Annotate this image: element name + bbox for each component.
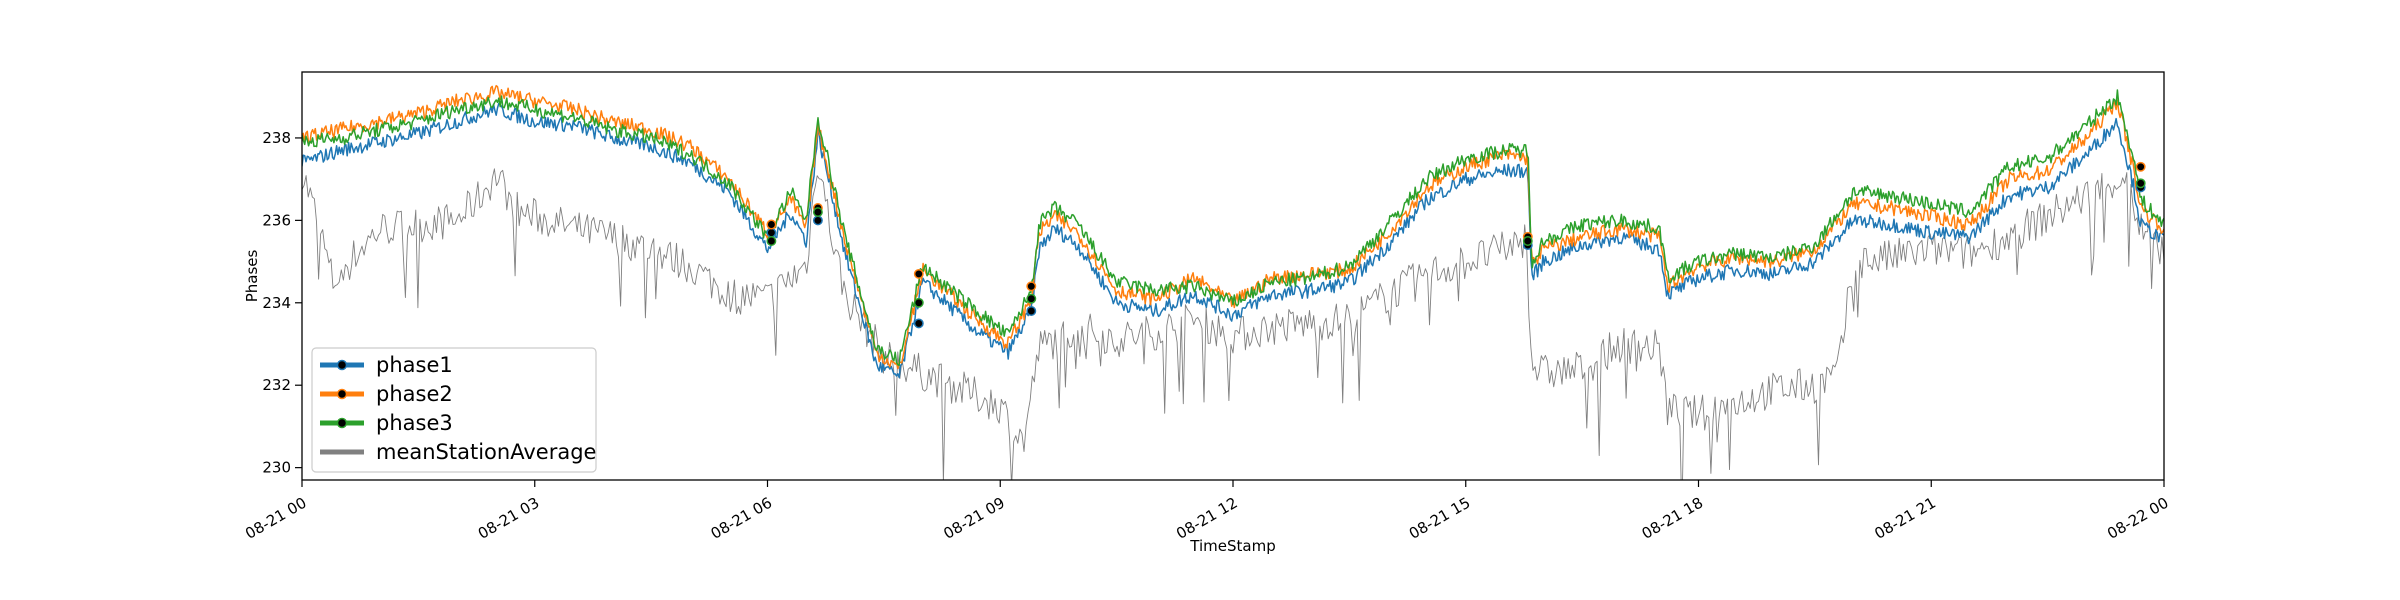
legend-label-phase2: phase2 [376, 382, 453, 406]
series-line-phase2 [302, 84, 2164, 370]
legend-marker-phase1 [336, 359, 348, 371]
legend-label-meanStationAverage: meanStationAverage [376, 440, 596, 464]
x-tick-label: 08-21 15 [1406, 494, 1473, 543]
marker-point-phase2 [1026, 281, 1037, 292]
marker-point-phase2 [913, 268, 924, 279]
x-tick-label: 08-22 00 [2104, 494, 2171, 543]
x-tick-label: 08-21 00 [242, 494, 309, 543]
marker-point-phase3 [1026, 293, 1037, 304]
x-tick-label: 08-21 06 [708, 494, 775, 543]
legend-label-phase1: phase1 [376, 353, 453, 377]
y-tick-label: 230 [262, 459, 291, 477]
x-axis: 08-21 00 08-21 03 08-21 06 08-21 09 08-21 12… [242, 480, 2172, 543]
legend-marker-phase2 [336, 388, 348, 400]
marker-point-phase3 [766, 236, 777, 246]
legend-box [311, 347, 597, 473]
x-tick-label: 08-21 03 [475, 494, 542, 543]
marker-point-phase1 [1026, 306, 1037, 316]
x-tick-label: 08-21 18 [1639, 494, 1706, 543]
x-tick-label: 08-21 21 [1871, 494, 1938, 543]
marker-point-phase3 [812, 207, 823, 218]
marker-point-phase1 [913, 318, 924, 329]
y-tick-label: 232 [262, 376, 291, 394]
series-line-phase3 [302, 89, 2164, 367]
x-tick-label: 08-21 12 [1173, 494, 1240, 543]
marker-point-phase3 [1522, 236, 1533, 246]
x-axis-title: TimeStamp [1189, 537, 1275, 555]
x-tick-label: 08-21 09 [940, 494, 1007, 543]
marker-point-phase2 [766, 219, 777, 230]
y-axis: 230 232 234 236 238 [262, 129, 302, 477]
series-line-meanStationAverage [302, 168, 2164, 480]
marker-point-phase2 [2135, 161, 2146, 172]
legend-marker-phase3 [336, 417, 348, 429]
y-tick-label: 234 [262, 294, 291, 312]
marker-point-phase3 [913, 297, 924, 308]
series-line-phase1 [302, 102, 2164, 379]
legend-label-phase3: phase3 [376, 411, 453, 435]
marker-point-phase1 [812, 215, 823, 226]
y-axis-title: Phases [243, 250, 261, 303]
y-tick-label: 238 [262, 129, 291, 147]
plot-area [302, 84, 2164, 480]
legend: phase1 phase2 phase3 meanStationAverage [311, 347, 597, 473]
y-tick-label: 236 [262, 211, 291, 229]
marker-point-phase3 [2135, 178, 2146, 189]
marker-point-phase1 [766, 227, 777, 238]
